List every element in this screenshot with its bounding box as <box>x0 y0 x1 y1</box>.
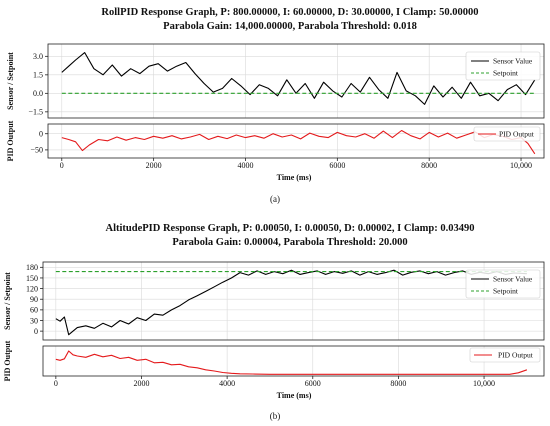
chart-a-caption: (a) <box>270 194 280 204</box>
chart-b: AltitudePID Response Graph, P: 0.00050, … <box>3 223 545 421</box>
chart-b-xtick-label-0: 0 <box>54 379 58 388</box>
chart-b-bottom-frame <box>42 345 545 377</box>
chart-a-xtick-label-0: 0 <box>60 161 64 170</box>
chart-b-xtick-label-5: 10,000 <box>473 379 495 388</box>
chart-b-title-line1: AltitudePID Response Graph, P: 0.00050, … <box>106 223 475 234</box>
chart-a-top-frame <box>47 43 545 119</box>
chart-a: RollPID Response Graph, P: 800.00000, I:… <box>6 7 545 204</box>
chart-a-bottom-series-0-line <box>61 129 536 155</box>
chart-a-xlabel: Time (ms) <box>277 173 312 182</box>
chart-b-caption: (b) <box>270 411 281 421</box>
legend-pid-label: PID Output <box>499 130 535 139</box>
chart-a-bottom-ylabel: PID Output <box>6 120 15 161</box>
chart-a-xtick-label-1: 2000 <box>146 161 162 170</box>
chart-a-top-ylabel: Sensor / Setpoint <box>6 52 15 110</box>
chart-a-bottom-grid <box>48 124 544 158</box>
chart-a-bottom-frame <box>47 123 545 159</box>
legend-setpoint-label: Setpoint <box>493 287 519 296</box>
chart-a-top-legend: Sensor Value Setpoint <box>465 51 541 81</box>
chart-a-top-panel: −1.5 0.0 1.5 3.0 Sensor / Setpoint Sensor V… <box>6 43 545 119</box>
chart-a-bottom-yticks: −50 0 <box>30 130 48 155</box>
chart-a-title-line2: Parabola Gain: 14,000.00000, Parabola Th… <box>163 21 417 32</box>
chart-b-xtick-label-2: 4000 <box>219 379 235 388</box>
chart-b-top-ytick-label-3: 90 <box>30 295 38 304</box>
chart-b-title-line2: Parabola Gain: 0.00004, Parabola Thresho… <box>172 237 407 248</box>
chart-b-top-ytick-label-0: 0 <box>34 327 38 336</box>
chart-b-xtick-label-4: 8000 <box>390 379 406 388</box>
chart-a-xticks: 0 2000 4000 6000 8000 10,000 <box>60 158 532 170</box>
chart-b-top-series <box>55 269 527 336</box>
chart-a-xtick-label-5: 10,000 <box>510 161 532 170</box>
chart-a-top-ytick-label-2: 1.5 <box>33 71 43 80</box>
chart-a-top-series <box>61 52 536 105</box>
chart-b-top-ytick-label-6: 180 <box>26 263 38 272</box>
chart-b-bottom-grid <box>55 346 485 376</box>
chart-a-top-ytick-label-1: 0.0 <box>33 89 43 98</box>
chart-b-xticks: 0 2000 4000 6000 8000 10,000 <box>54 376 495 388</box>
chart-b-bottom-series <box>55 350 528 375</box>
chart-b-bottom-panel: PID Output PID Output <box>3 340 545 381</box>
chart-a-xtick-label-2: 4000 <box>237 161 253 170</box>
chart-b-top-series-0-line <box>55 269 527 336</box>
chart-a-top-series-0-line <box>61 52 536 105</box>
chart-a-xtick-label-4: 8000 <box>421 161 437 170</box>
legend-setpoint-label: Setpoint <box>493 69 519 78</box>
legend-sensor-label: Sensor Value <box>493 57 533 66</box>
chart-b-top-ytick-label-5: 150 <box>26 274 38 283</box>
chart-a-bottom-ytick-label-0: −50 <box>30 146 43 155</box>
chart-b-xtick-label-1: 2000 <box>133 379 149 388</box>
chart-a-bottom-series <box>61 129 536 155</box>
chart-b-xtick-label-3: 6000 <box>305 379 321 388</box>
chart-a-bottom-legend: PID Output <box>473 126 541 142</box>
chart-b-bottom-series-0-line <box>55 350 528 375</box>
chart-b-top-ylabel: Sensor / Setpoint <box>3 272 12 330</box>
chart-b-top-ytick-label-1: 30 <box>30 316 38 325</box>
chart-b-bottom-ylabel: PID Output <box>3 340 12 381</box>
chart-a-xtick-label-3: 6000 <box>329 161 345 170</box>
chart-a-top-ytick-label-3: 3.0 <box>33 52 43 61</box>
chart-b-top-ytick-label-2: 60 <box>30 306 38 315</box>
chart-b-xlabel: Time (ms) <box>277 391 312 400</box>
chart-a-bottom-ytick-label-1: 0 <box>39 130 43 139</box>
chart-a-top-ytick-label-0: −1.5 <box>28 108 43 117</box>
chart-b-bottom-legend: PID Output <box>469 347 541 363</box>
chart-a-bottom-panel: −50 0 PID Output PID Output <box>6 120 545 161</box>
chart-a-title-line1: RollPID Response Graph, P: 800.00000, I:… <box>101 7 478 18</box>
chart-a-top-yticks: −1.5 0.0 1.5 3.0 <box>28 52 48 117</box>
chart-b-top-legend: Sensor Value Setpoint <box>465 269 541 299</box>
legend-sensor-label: Sensor Value <box>493 275 533 284</box>
chart-b-top-frame <box>42 261 545 341</box>
chart-b-top-ytick-label-4: 120 <box>26 284 38 293</box>
legend-pid-label: PID Output <box>498 351 534 360</box>
